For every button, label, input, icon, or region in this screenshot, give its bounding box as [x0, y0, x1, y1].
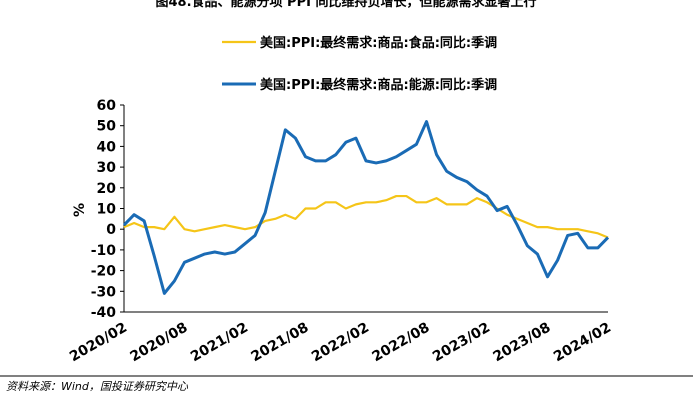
- x-tick-label: 2022/02: [309, 320, 372, 366]
- y-tick-label: 40: [97, 139, 117, 155]
- y-tick-label: -40: [91, 305, 117, 321]
- x-tick-label: 2023/02: [430, 320, 493, 366]
- x-tick-label: 2021/02: [188, 320, 251, 366]
- y-tick-label: 50: [97, 119, 117, 135]
- y-tick-label: 30: [97, 160, 117, 176]
- series-line: [123, 194, 609, 239]
- y-tick-label: 20: [97, 181, 117, 197]
- x-tick-label: 2024/02: [551, 320, 614, 366]
- y-tick-label: 10: [97, 202, 117, 218]
- legend-label: 美国:PPI:最终需求:商品:能源:同比:季调: [260, 77, 497, 93]
- x-tick-label: 2021/08: [248, 320, 311, 366]
- y-tick-label: -30: [91, 284, 117, 300]
- y-tick-label: -10: [91, 243, 117, 259]
- y-axis-label: %: [72, 203, 88, 217]
- x-tick-label: 2022/08: [369, 320, 432, 366]
- y-tick-label: -20: [91, 264, 117, 280]
- x-tick-label: 2020/02: [67, 320, 130, 366]
- y-tick-label: 0: [106, 222, 116, 238]
- legend-label: 美国:PPI:最终需求:商品:食品:同比:季调: [260, 35, 497, 51]
- x-tick-label: 2020/08: [127, 320, 190, 366]
- series-line: [122, 120, 610, 295]
- chart-title: 图48.食品、能源分项 PPI 同比维持负增长，但能源需求显著上行: [156, 0, 537, 10]
- x-tick-label: 2023/08: [490, 320, 553, 366]
- y-tick-label: 60: [97, 98, 117, 114]
- source: 资料来源：Wind，国投证券研究中心: [6, 380, 189, 393]
